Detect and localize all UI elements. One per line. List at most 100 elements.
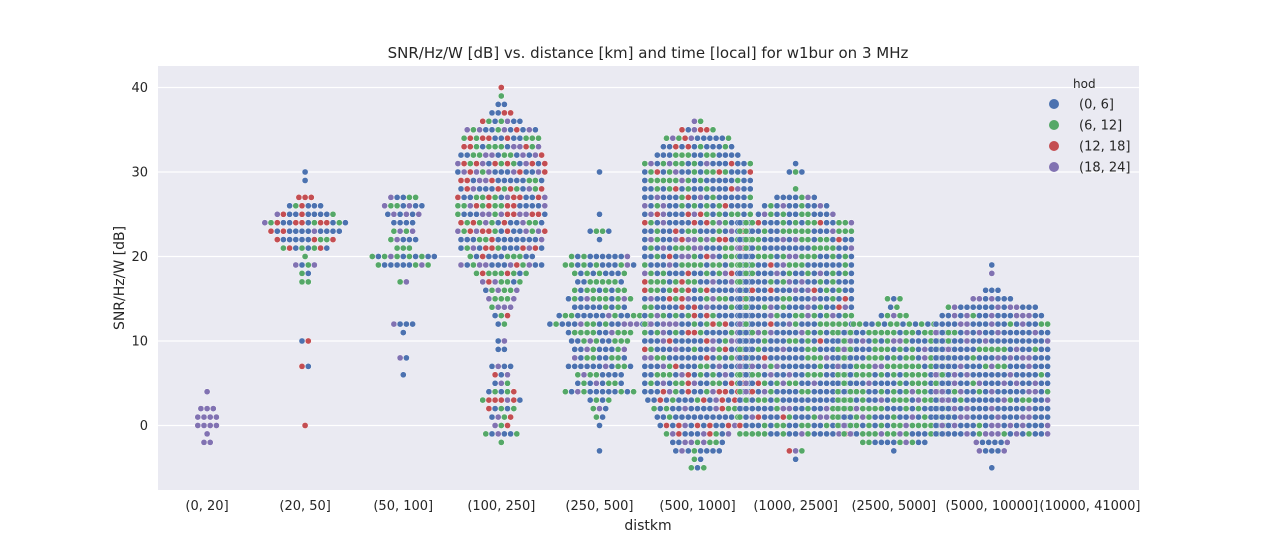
swarm-point [902, 388, 910, 396]
swarm-point [817, 253, 824, 260]
swarm-point [678, 337, 686, 345]
swarm-point [647, 244, 655, 252]
swarm-point [715, 143, 723, 151]
swarm-point [691, 346, 698, 353]
swarm-point [630, 388, 637, 396]
swarm-point [746, 160, 754, 167]
swarm-point [684, 236, 692, 243]
swarm-point [1000, 303, 1008, 311]
swarm-point [697, 151, 704, 159]
swarm-point [761, 396, 768, 404]
swarm-point [896, 379, 904, 387]
swarm-point [976, 388, 983, 396]
swarm-point [722, 379, 729, 387]
swarm-point [519, 261, 527, 269]
swarm-point [611, 278, 619, 286]
swarm-point [403, 354, 410, 362]
swarm-point [522, 253, 530, 260]
swarm-point [403, 219, 410, 227]
swarm-point [641, 185, 649, 193]
swarm-point [532, 151, 539, 159]
swarm-point [884, 312, 891, 319]
swarm-point [491, 227, 499, 235]
swarm-point [865, 422, 873, 429]
swarm-point [494, 126, 502, 134]
swarm-point [660, 320, 667, 328]
swarm-point [779, 337, 787, 345]
swarm-point [684, 354, 692, 362]
swarm-point [697, 447, 704, 455]
swarm-point [722, 346, 729, 353]
swarm-point [773, 286, 781, 294]
swarm-point [823, 270, 830, 277]
swarm-point [1044, 379, 1051, 387]
swarm-point [494, 151, 502, 159]
swarm-point [485, 160, 493, 167]
swarm-point [482, 177, 490, 184]
swarm-point [709, 210, 717, 218]
swarm-point [528, 194, 536, 201]
swarm-point [734, 202, 742, 210]
swarm-point [742, 286, 750, 294]
swarm-point [786, 388, 793, 396]
swarm-point [761, 227, 768, 235]
swarm-point [982, 286, 989, 294]
swarm-point [951, 320, 958, 328]
swarm-point [878, 413, 885, 421]
swarm-point [596, 422, 603, 429]
swarm-point [988, 303, 996, 311]
swarm-point [1007, 295, 1014, 303]
swarm-point [921, 371, 929, 379]
swarm-point [878, 396, 885, 404]
swarm-point [736, 388, 744, 396]
swarm-point [641, 388, 649, 396]
swarm-point [304, 261, 312, 269]
swarm-point [519, 177, 527, 184]
swarm-point [755, 405, 762, 412]
swarm-point [969, 337, 977, 345]
swarm-point [994, 422, 1002, 429]
swarm-point [982, 388, 989, 396]
swarm-point [261, 219, 269, 227]
swarm-point [660, 194, 667, 201]
swarm-point [896, 413, 904, 421]
swarm-point [463, 244, 471, 252]
swarm-point [969, 329, 977, 336]
swarm-point [798, 413, 806, 421]
swarm-point [1038, 346, 1045, 353]
swarm-point [504, 396, 511, 404]
swarm-point [672, 447, 680, 455]
swarm-point [1031, 430, 1039, 438]
swarm-point [647, 210, 655, 218]
swarm-point [957, 405, 965, 412]
swarm-point [301, 253, 309, 260]
swarm-point [804, 312, 812, 319]
swarm-point [709, 312, 717, 319]
swarm-point [755, 422, 762, 429]
swarm-point [596, 270, 603, 277]
swarm-point [660, 270, 667, 277]
swarm-point [988, 337, 996, 345]
swarm-point [868, 320, 876, 328]
swarm-point [810, 202, 818, 210]
swarm-point [656, 396, 664, 404]
swarm-point [792, 219, 799, 227]
swarm-point [865, 405, 873, 412]
swarm-point [491, 371, 499, 379]
swarm-point [963, 312, 971, 319]
swarm-point [847, 363, 854, 370]
swarm-point [829, 303, 837, 311]
swarm-point [976, 329, 983, 336]
swarm-point [709, 286, 717, 294]
swarm-point [761, 329, 768, 336]
swarm-point [798, 227, 806, 235]
swarm-point [736, 371, 744, 379]
swarm-point [519, 244, 527, 252]
swarm-point [614, 270, 622, 277]
swarm-point [834, 396, 842, 404]
swarm-point [722, 354, 729, 362]
swarm-point [593, 396, 600, 404]
swarm-point [736, 261, 744, 269]
swarm-point [666, 185, 673, 193]
swarm-point [298, 278, 306, 286]
